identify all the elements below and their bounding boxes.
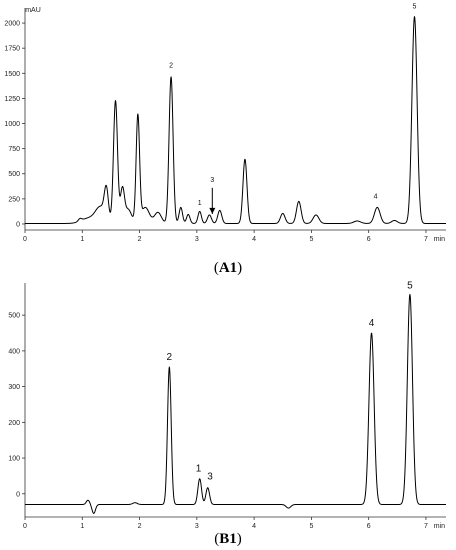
x-tick-label: 4	[252, 523, 256, 530]
peak-label-1: 1	[198, 200, 202, 207]
x-tick-label: 6	[367, 523, 371, 530]
y-tick-label: 400	[8, 348, 20, 355]
y-tick-label: 0	[16, 491, 20, 498]
panel-label-text: B1	[219, 531, 237, 547]
y-tick-label: 500	[8, 313, 20, 320]
chart-a1: 0 250 500 750 1000 1250 1500 1750 2000 0 1 2 3 4 5 6 7 2…	[4, 4, 447, 243]
x-tick-label: 3	[195, 523, 199, 530]
y-tick-label: 300	[8, 384, 20, 391]
y-axis-unit-a1: mAU	[25, 7, 41, 14]
x-tick-label: 5	[309, 236, 313, 243]
x-tick-label: 0	[23, 236, 27, 243]
peak-label-1: 1	[196, 464, 202, 475]
x-tick-label: 1	[80, 236, 84, 243]
y-tick-label: 1500	[4, 71, 20, 78]
chromatogram-trace-a1	[24, 16, 447, 224]
peak-label-4: 4	[369, 318, 375, 329]
panel-label-open: (	[214, 531, 219, 547]
peak-label-4: 4	[374, 193, 378, 200]
x-axis-unit-b1: min	[434, 523, 445, 530]
x-tick-label: 5	[309, 523, 313, 530]
peak-arrow-head	[209, 207, 216, 214]
peak-label-3: 3	[210, 177, 214, 184]
y-tick-label: 1250	[4, 96, 20, 103]
panel-label-a1: (A1)	[214, 260, 242, 276]
x-tick-label: 7	[424, 523, 428, 530]
y-tick-label: 200	[8, 420, 20, 427]
peak-label-2: 2	[169, 62, 173, 69]
y-tick-label: 100	[8, 456, 20, 463]
y-tick-label: 750	[8, 146, 20, 153]
x-tick-label: 4	[252, 236, 256, 243]
chromatogram-trace-b1	[24, 293, 447, 514]
panel-label-b1: (B1)	[214, 531, 242, 547]
panel-label-text: A1	[219, 260, 237, 276]
x-tick-label: 7	[424, 236, 428, 243]
peak-label-5: 5	[407, 280, 413, 291]
peak-label-2: 2	[167, 352, 173, 363]
y-tick-label: 250	[8, 196, 20, 203]
peak-label-3: 3	[207, 471, 213, 482]
y-tick-label: 1000	[4, 121, 20, 128]
y-tick-label: 2000	[4, 21, 20, 28]
x-tick-label: 6	[367, 236, 371, 243]
x-tick-label: 2	[138, 523, 142, 530]
x-tick-label: 0	[23, 523, 27, 530]
x-axis-unit-a1: min	[434, 236, 445, 243]
y-tick-label: 500	[8, 171, 20, 178]
x-tick-label: 3	[195, 236, 199, 243]
panel-label-open: (	[214, 260, 219, 276]
panel-label-close: )	[237, 531, 242, 547]
panel-label-close: )	[237, 260, 242, 276]
x-tick-label: 2	[138, 236, 142, 243]
x-tick-label: 1	[80, 523, 84, 530]
peak-label-5: 5	[413, 4, 417, 11]
y-tick-label: 0	[16, 221, 20, 228]
y-tick-label: 1750	[4, 46, 20, 53]
